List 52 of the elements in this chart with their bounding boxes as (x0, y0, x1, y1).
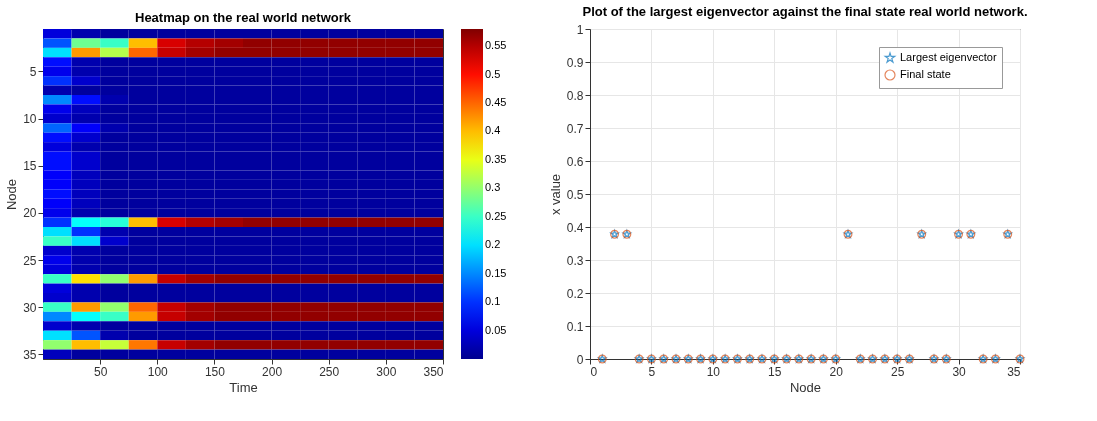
y-tick-label: 15 (23, 159, 37, 174)
color-bar-label: 0.1 (485, 295, 501, 308)
x-tick-label: 5 (648, 364, 656, 379)
y-tick-label: 35 (23, 347, 37, 362)
y-tick-label: 5 (29, 64, 37, 79)
y-tick-label: 0.2 (566, 286, 584, 301)
color-bar-label: 0.3 (485, 181, 501, 194)
x-tick-label: 30 (952, 364, 967, 379)
x-tick-label: 20 (829, 364, 844, 379)
color-bar-label: 0.25 (485, 209, 507, 222)
color-bar-label: 0.35 (485, 152, 507, 165)
color-bar-label: 0.55 (485, 39, 507, 52)
x-tick-label: 15 (768, 364, 782, 379)
color-bar-label: 0.2 (485, 238, 501, 251)
x-tick-label: 250 (319, 364, 340, 379)
y-tick-label: 0.3 (566, 253, 584, 268)
y-tick-label: 1 (576, 22, 584, 37)
y-axis-title: x value (547, 173, 563, 216)
y-tick-label: 30 (23, 300, 37, 315)
x-tick-label: 300 (376, 364, 397, 379)
x-tick-label: 10 (706, 364, 721, 379)
x-tick-label: 150 (204, 364, 226, 379)
y-tick-label: 0.6 (566, 154, 584, 169)
legend-label: Final state (900, 68, 951, 80)
y-tick-label: 20 (23, 206, 37, 221)
color-bar-label: 0.4 (485, 124, 501, 137)
color-bar-label: 0.15 (485, 266, 507, 279)
x-tick-label: 0 (590, 364, 598, 379)
y-axis-title: Node (4, 178, 20, 211)
x-axis-title: Node (789, 379, 822, 395)
color-bar-label: 0.45 (485, 95, 507, 108)
y-tick-label: 0.1 (566, 319, 584, 334)
x-axis-title: Time (229, 379, 258, 395)
color-bar-label: 0.05 (485, 323, 507, 336)
y-tick-label: 0.7 (566, 121, 584, 136)
x-tick-label: 25 (890, 364, 905, 379)
chart-title: Plot of the largest eigenvector against the final state real world network. (582, 4, 1028, 19)
y-tick-label: 0 (576, 352, 584, 367)
x-tick-label: 50 (93, 364, 108, 379)
x-tick-label: 200 (262, 364, 283, 379)
chart-title: Heatmap on the real world network (135, 10, 352, 25)
x-tick-label: 350 (423, 364, 444, 379)
y-tick-label: 0.9 (566, 55, 584, 70)
x-tick-label: 35 (1007, 364, 1021, 379)
color-bar-label: 0.5 (485, 67, 501, 80)
y-tick-label: 0.8 (566, 88, 584, 103)
y-tick-label: 25 (23, 253, 37, 268)
x-tick-label: 100 (147, 364, 169, 379)
y-tick-label: 0.4 (566, 220, 584, 235)
legend-label: Largest eigenvector (900, 51, 997, 63)
y-tick-label: 0.5 (566, 187, 584, 202)
y-tick-label: 10 (23, 112, 37, 127)
